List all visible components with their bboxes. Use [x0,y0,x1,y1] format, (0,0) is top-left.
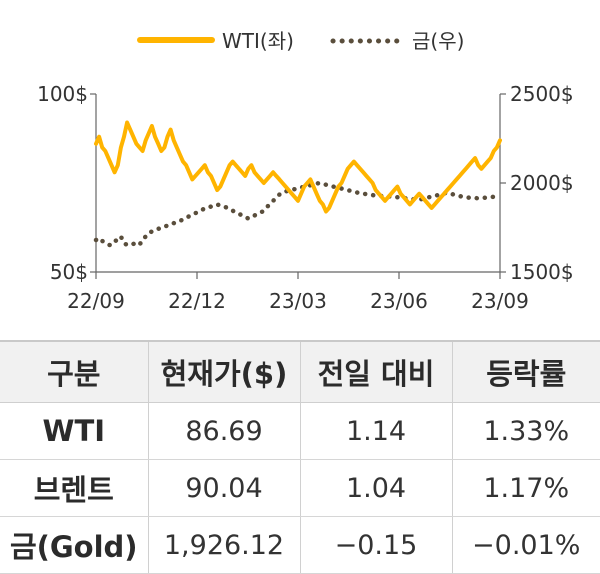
y-right-tick-label: 1500$ [510,260,574,284]
cell-change-rate: 1.33% [451,402,600,460]
y-left-tick-label: 50$ [50,260,88,284]
table-row: WTI 86.69 1.14 1.33% [0,402,600,460]
table-header-row: 구분 현재가($) 전일 대비 등락률 [0,340,600,403]
cell-change: −0.15 [299,516,452,574]
cell-current-price: 1,926.12 [147,516,300,574]
cell-current-price: 86.69 [147,402,300,460]
table-row: 브렌트 90.04 1.04 1.17% [0,459,600,517]
header-change-rate: 등락률 [451,340,600,403]
series-wti-line [94,120,502,214]
cell-change: 1.14 [299,402,452,460]
row-label: WTI [0,402,148,460]
cell-current-price: 90.04 [147,459,300,517]
x-tick-label: 22/09 [67,289,125,313]
y-right-tick-label: 2000$ [510,171,574,195]
table-row: 금(Gold) 1,926.12 −0.15 −0.01% [0,516,600,574]
y-left-tick-label: 100$ [37,82,88,106]
header-category: 구분 [0,340,148,403]
x-tick-label: 23/09 [471,289,529,313]
cell-change: 1.04 [299,459,452,517]
x-tick-label: 22/12 [168,289,226,313]
legend-wti-label: WTI(좌) [222,29,294,53]
header-current-price: 현재가($) [147,340,300,403]
chart-legend: WTI(좌) 금(우) [137,29,464,53]
price-table: 구분 현재가($) 전일 대비 등락률 WTI 86.69 1.14 1.33%… [0,340,600,574]
cell-change-rate: −0.01% [451,516,600,574]
legend-gold-label: 금(우) [412,29,464,53]
price-chart: WTI(좌) 금(우) 22/09 22/12 23/03 23/06 23/09 100… [37,29,574,313]
row-label: 금(Gold) [0,516,148,574]
series-gold-line [93,180,503,249]
x-tick-label: 23/06 [370,289,428,313]
row-label: 브렌트 [0,459,148,517]
cell-change-rate: 1.17% [451,459,600,517]
x-tick-label: 23/03 [269,289,327,313]
header-change: 전일 대비 [299,340,452,403]
y-right-tick-label: 2500$ [510,82,574,106]
